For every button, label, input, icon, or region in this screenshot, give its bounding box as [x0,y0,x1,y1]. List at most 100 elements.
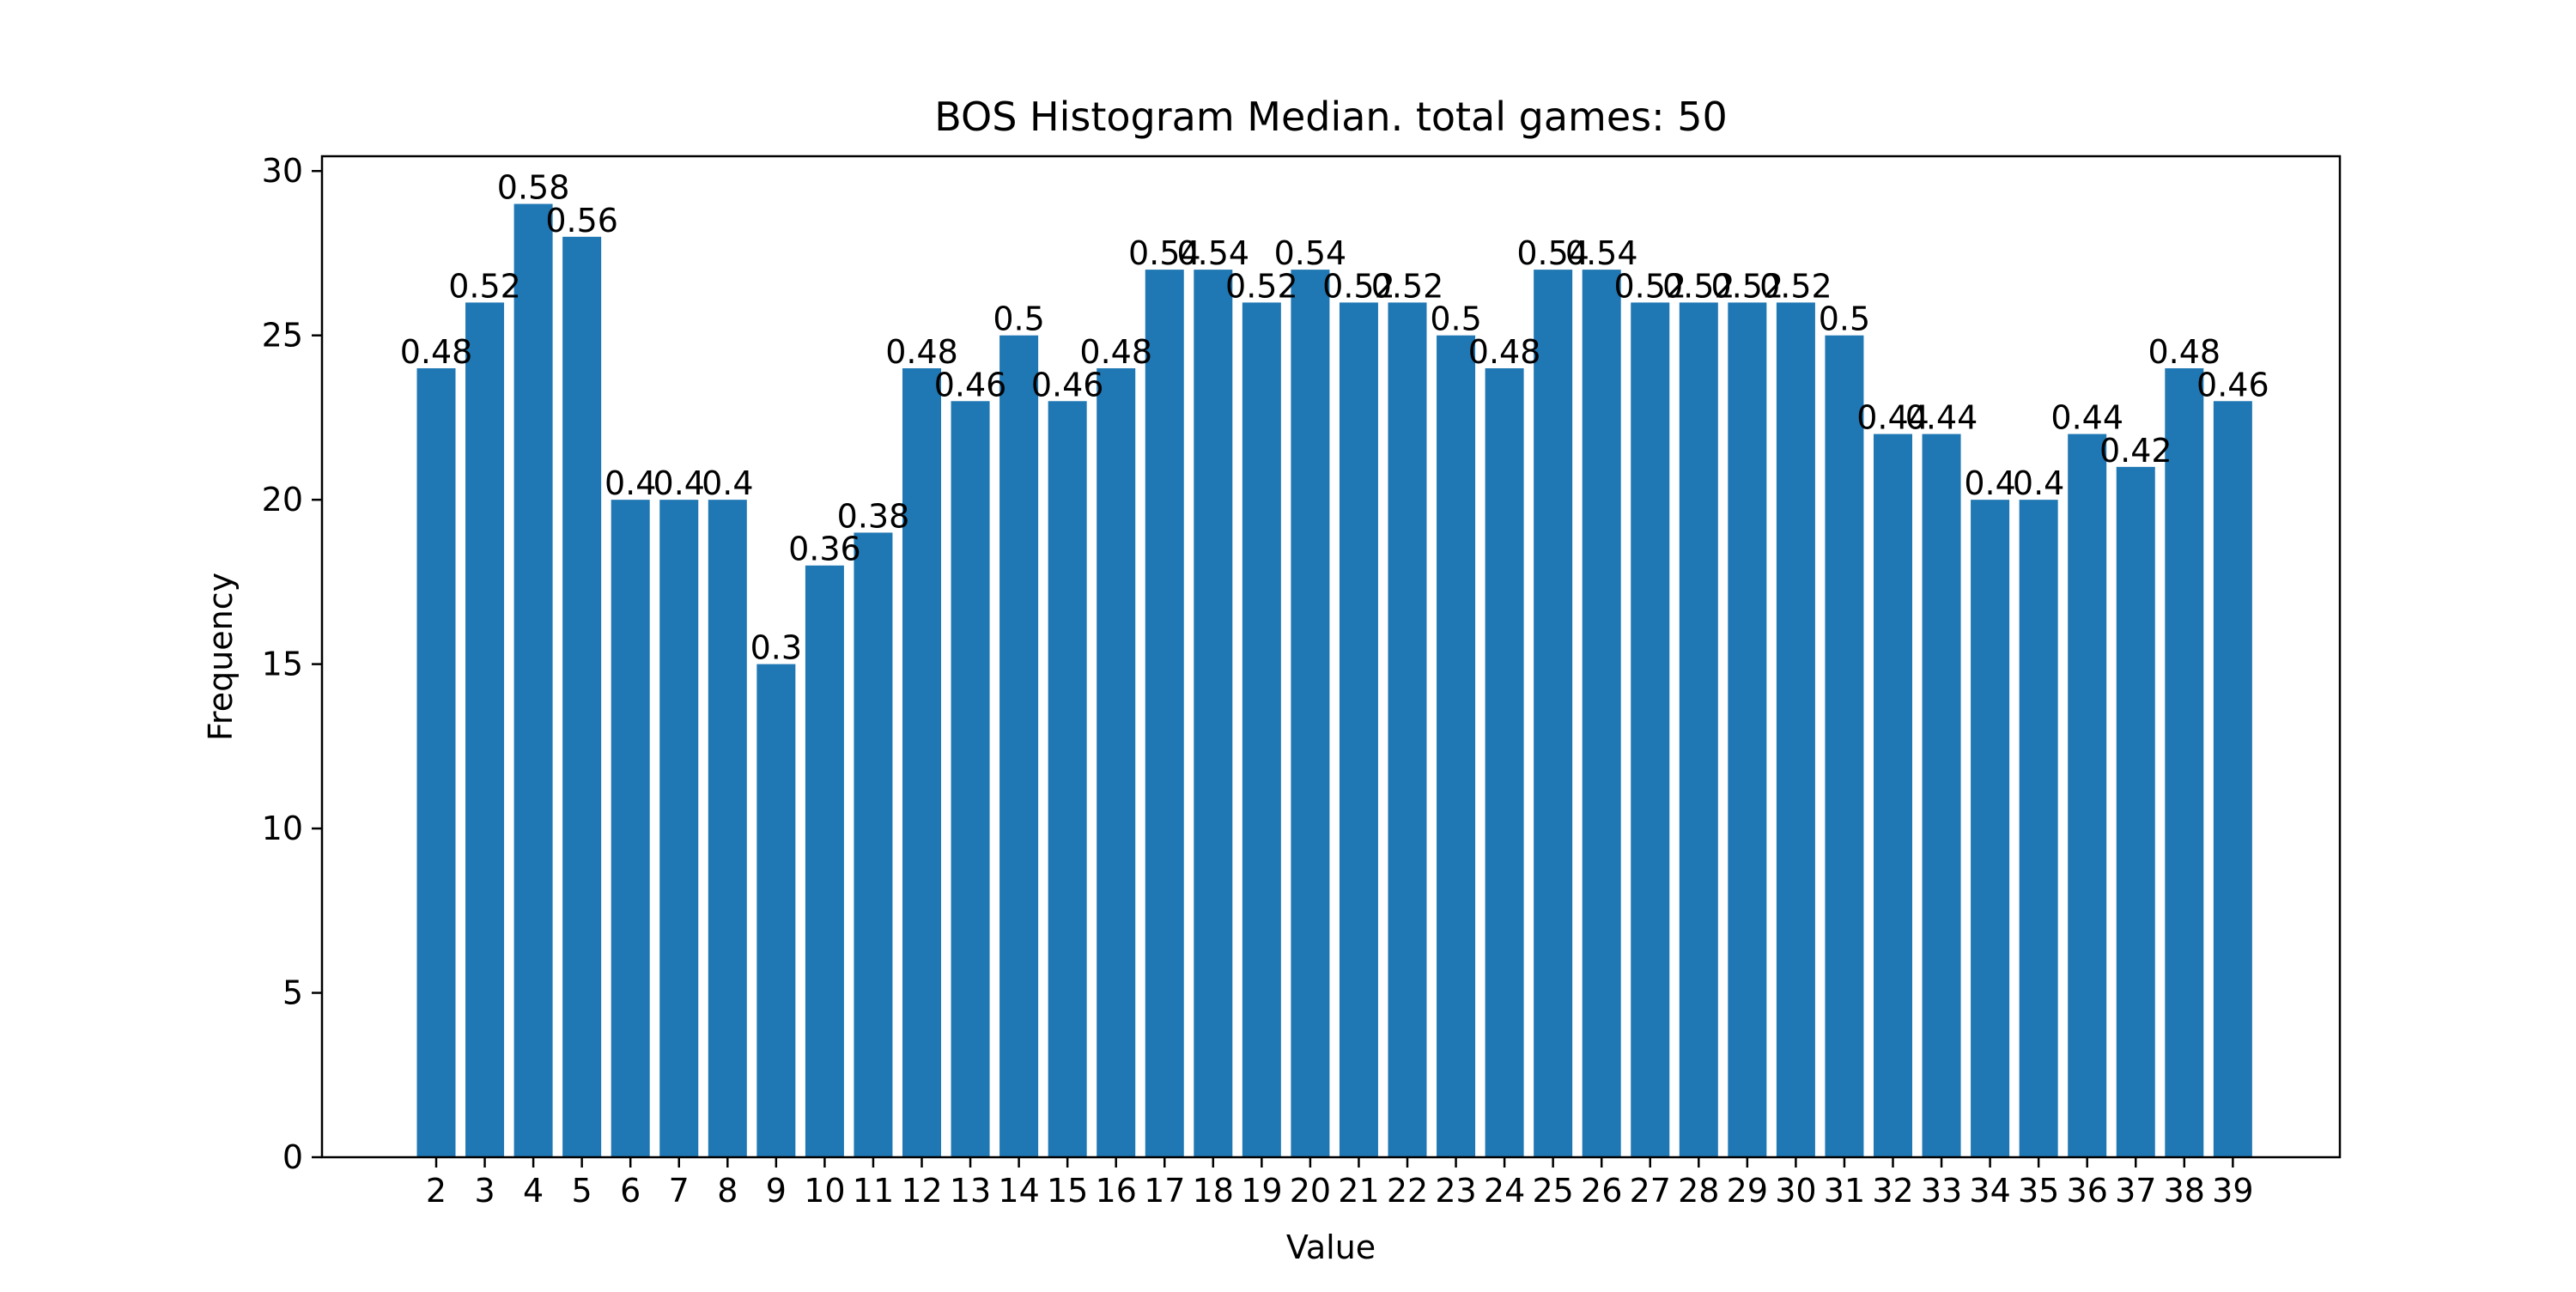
bar-37 [2116,466,2155,1157]
x-tick-label-16: 16 [1096,1172,1137,1210]
data-label-36: 0.44 [2050,399,2123,437]
x-tick-label-5: 5 [572,1172,592,1210]
x-tick-label-19: 19 [1241,1172,1282,1210]
data-label-23: 0.5 [1430,300,1481,338]
data-label-28: 0.52 [1662,267,1735,305]
bar-16 [1097,367,1136,1157]
data-label-4: 0.58 [497,169,570,207]
bar-39 [2213,401,2252,1158]
data-label-34: 0.4 [1964,464,2015,502]
y-tick-label-25: 25 [262,317,303,355]
data-label-11: 0.38 [837,497,910,535]
x-tick-label-25: 25 [1532,1172,1573,1210]
x-tick-label-22: 22 [1387,1172,1428,1210]
y-tick-label-0: 0 [283,1138,303,1176]
x-tick-label-36: 36 [2067,1172,2108,1210]
bar-35 [2019,500,2058,1157]
data-label-2: 0.48 [400,333,473,371]
y-tick-label-20: 20 [262,481,303,519]
bar-21 [1339,302,1378,1158]
bar-27 [1631,302,1670,1158]
x-tick-label-27: 27 [1630,1172,1671,1210]
bar-30 [1776,302,1815,1158]
x-tick-label-9: 9 [766,1172,787,1210]
bar-17 [1145,270,1184,1157]
x-tick-label-2: 2 [426,1172,447,1210]
bar-9 [756,664,796,1157]
bar-31 [1825,335,1864,1157]
bars-layer [416,203,2252,1158]
x-tick-label-31: 31 [1824,1172,1865,1210]
data-label-30: 0.52 [1759,267,1832,305]
bar-23 [1437,335,1476,1157]
bar-18 [1194,270,1233,1157]
bar-2 [416,367,456,1157]
data-label-7: 0.4 [653,464,705,502]
x-tick-label-12: 12 [901,1172,942,1210]
bar-6 [611,500,650,1157]
x-tick-label-7: 7 [669,1172,690,1210]
x-tick-label-23: 23 [1435,1172,1476,1210]
x-tick-label-20: 20 [1290,1172,1331,1210]
bar-33 [1922,434,1961,1157]
bar-26 [1582,270,1621,1157]
data-label-5: 0.56 [545,202,618,240]
x-tick-label-29: 29 [1727,1172,1768,1210]
bar-11 [854,532,893,1157]
x-tick-label-24: 24 [1484,1172,1525,1210]
data-label-27: 0.52 [1613,267,1686,305]
y-tick-label-5: 5 [283,974,303,1012]
x-tick-label-28: 28 [1678,1172,1719,1210]
x-tick-label-26: 26 [1581,1172,1622,1210]
data-label-14: 0.5 [993,300,1044,338]
data-label-8: 0.4 [702,464,753,502]
data-label-10: 0.36 [788,531,861,568]
x-tick-label-33: 33 [1921,1172,1962,1210]
x-tick-label-35: 35 [2018,1172,2059,1210]
axes-layer: 2 3 4 5 6 7 8 9 10 11 12 13 14 15 16 17 18 19 20 21 22 23 24 25… [262,152,2254,1210]
bar-15 [1048,401,1087,1158]
x-tick-label-18: 18 [1193,1172,1234,1210]
data-labels-layer: 0.480.520.580.560.40.40.40.30.360.380.48… [400,169,2269,667]
x-tick-label-37: 37 [2115,1172,2156,1210]
bar-29 [1728,302,1767,1158]
bar-32 [1874,434,1912,1157]
data-label-18: 0.54 [1176,234,1249,272]
x-tick-label-13: 13 [950,1172,991,1210]
data-label-31: 0.5 [1819,300,1870,338]
data-label-19: 0.52 [1225,267,1298,305]
bar-14 [999,335,1039,1157]
bar-13 [951,401,990,1158]
data-label-15: 0.46 [1031,366,1104,403]
bar-36 [2068,434,2107,1157]
x-tick-label-10: 10 [804,1172,845,1210]
bar-20 [1291,270,1330,1157]
data-label-22: 0.52 [1371,267,1444,305]
x-tick-label-21: 21 [1338,1172,1379,1210]
bar-25 [1534,270,1573,1157]
bar-12 [902,367,941,1157]
data-label-6: 0.4 [605,464,656,502]
bar-38 [2165,367,2204,1157]
data-label-35: 0.4 [2013,464,2064,502]
y-axis-label: Frequency [202,573,240,741]
plot-frame [320,155,2342,1159]
bar-22 [1388,302,1427,1158]
data-label-38: 0.48 [2148,333,2221,371]
data-label-3: 0.52 [448,267,521,305]
data-label-12: 0.48 [885,333,958,371]
data-label-25: 0.54 [1516,234,1589,272]
bar-8 [708,500,747,1157]
x-tick-label-34: 34 [1969,1172,2010,1210]
x-tick-label-14: 14 [998,1172,1039,1210]
x-tick-label-8: 8 [717,1172,738,1210]
bar-24 [1485,367,1524,1157]
data-label-26: 0.54 [1565,234,1638,272]
bar-3 [465,302,505,1158]
bar-4 [513,203,553,1157]
data-label-9: 0.3 [750,629,802,667]
bar-5 [562,236,602,1157]
x-tick-label-15: 15 [1047,1172,1088,1210]
